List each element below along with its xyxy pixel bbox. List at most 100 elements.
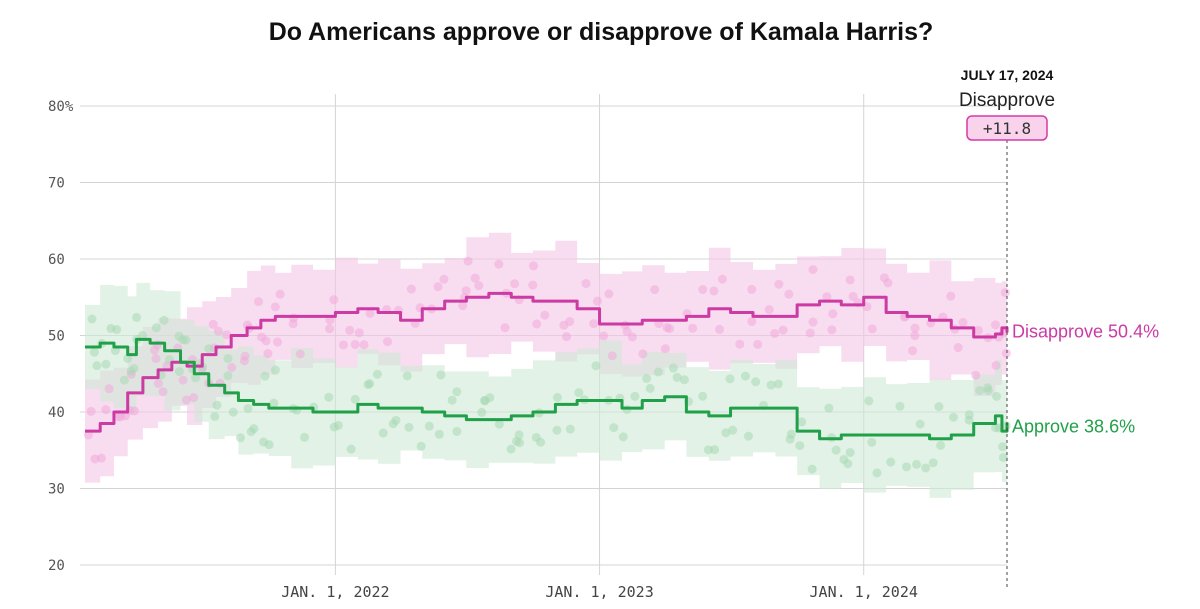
disapprove-poll-dot: [660, 344, 670, 354]
disapprove-poll-dot: [261, 336, 271, 346]
uncertainty-bands: [85, 232, 1007, 498]
disapprove-poll-dot: [910, 331, 920, 341]
poll-dots: [83, 256, 1011, 478]
approve-poll-dot: [698, 391, 708, 401]
disapprove-poll-dot: [562, 332, 572, 342]
disapprove-poll-dot: [101, 405, 111, 415]
approve-poll-dot: [653, 367, 663, 377]
highlight-margin-badge: [966, 115, 1048, 141]
approve-poll-dot: [151, 323, 161, 333]
approve-poll-dot: [101, 359, 111, 369]
disapprove-poll-dot: [735, 339, 745, 349]
approve-poll-dot: [642, 373, 652, 383]
disapprove-poll-dot: [325, 324, 335, 334]
approve-poll-dot: [132, 312, 142, 322]
disapprove-poll-dot: [359, 340, 369, 350]
approve-poll-dot: [618, 432, 628, 442]
approve-poll-dot: [773, 379, 783, 389]
approve-poll-dot: [786, 429, 796, 439]
approve-poll-dot: [839, 454, 849, 464]
disapprove-poll-dot: [329, 295, 339, 305]
disapprove-poll-dot: [845, 275, 855, 285]
y-tick-label: 50: [48, 329, 65, 345]
approve-poll-dot: [552, 393, 562, 403]
approve-poll-dot: [123, 353, 133, 363]
disapprove-poll-dot: [607, 351, 617, 361]
approve-poll-dot: [964, 415, 974, 425]
approve-poll-dot: [902, 462, 912, 472]
y-tick-label: 20: [48, 558, 65, 574]
approve-poll-dot: [743, 431, 753, 441]
approve-poll-dot: [934, 402, 944, 412]
approve-poll-dot: [710, 445, 720, 455]
disapprove-poll-dot: [365, 308, 375, 318]
approve-poll-dot: [574, 388, 584, 398]
disapprove-poll-dot: [946, 291, 956, 301]
disapprove-poll-dot: [383, 337, 393, 347]
disapprove-poll-dot: [494, 259, 504, 269]
disapprove-poll-dot: [354, 328, 364, 338]
approve-poll-dot: [536, 437, 546, 447]
approve-poll-dot: [645, 383, 655, 393]
disapprove-poll-dot: [599, 331, 609, 341]
disapprove-poll-dot: [153, 378, 163, 388]
approve-poll-dot: [434, 429, 444, 439]
approve-poll-dot: [948, 412, 958, 422]
highlight-date-label: JULY 17, 2024: [961, 67, 1054, 83]
disapprove-poll-dot: [532, 319, 542, 329]
disapprove-poll-dot: [208, 319, 218, 329]
disapprove-poll-dot: [867, 324, 877, 334]
approve-poll-dot: [886, 457, 896, 467]
approve-poll-dot: [845, 447, 855, 457]
disapprove-poll-dot: [688, 323, 698, 333]
approve-poll-dot: [447, 395, 457, 405]
approve-poll-dot: [350, 394, 360, 404]
disapprove-poll-dot: [953, 343, 963, 353]
disapprove-poll-dot: [239, 356, 249, 366]
disapprove-poll-dot: [747, 284, 757, 294]
disapprove-poll-dot: [222, 330, 232, 340]
disapprove-poll-dot: [273, 337, 283, 347]
disapprove-poll-dot: [1001, 348, 1011, 358]
disapprove-poll-dot: [338, 340, 348, 350]
disapprove-poll-dot: [808, 317, 818, 327]
approve-poll-dot: [174, 367, 184, 377]
disapprove-poll-dot: [263, 349, 273, 359]
disapprove-poll-dot: [698, 285, 708, 295]
approve-poll-dot: [797, 417, 807, 427]
disapprove-poll-dot: [528, 261, 538, 271]
disapprove-poll-dot: [828, 309, 838, 319]
approve-poll-dot: [975, 386, 985, 396]
approve-poll-dot: [992, 391, 1002, 401]
disapprove-poll-dot: [638, 349, 648, 359]
highlight-annotation: JULY 17, 2024 Disapprove +11.8: [959, 67, 1055, 588]
approve-poll-dot: [137, 331, 147, 341]
disapprove-poll-dot: [770, 329, 780, 339]
disapprove-poll-dot: [822, 292, 832, 302]
approve-poll-dot: [243, 403, 253, 413]
approve-poll-dot: [740, 371, 750, 381]
disapprove-poll-dot: [528, 280, 538, 290]
approve-poll-dot: [223, 354, 233, 364]
disapprove-poll-dot: [784, 289, 794, 299]
disapprove-poll-dot: [805, 328, 815, 338]
approve-poll-dot: [92, 361, 102, 371]
disapprove-poll-dot: [908, 346, 918, 356]
disapprove-poll-dot: [406, 284, 416, 294]
disapprove-poll-dot: [581, 278, 591, 288]
approve-poll-dot: [936, 440, 946, 450]
disapprove-poll-dot: [627, 332, 637, 342]
approve-poll-dot: [725, 374, 735, 384]
approve-poll-dot: [921, 463, 931, 473]
disapprove-poll-dot: [189, 393, 199, 403]
approve-poll-dot: [485, 393, 495, 403]
approve-poll-dot: [365, 379, 375, 389]
approve-poll-dot: [766, 380, 776, 390]
disapprove-poll-dot: [565, 317, 575, 327]
disapprove-poll-dot: [592, 296, 602, 306]
approve-poll-dot: [795, 441, 805, 451]
approve-poll-dot: [178, 335, 188, 345]
disapprove-poll-dot: [753, 339, 763, 349]
